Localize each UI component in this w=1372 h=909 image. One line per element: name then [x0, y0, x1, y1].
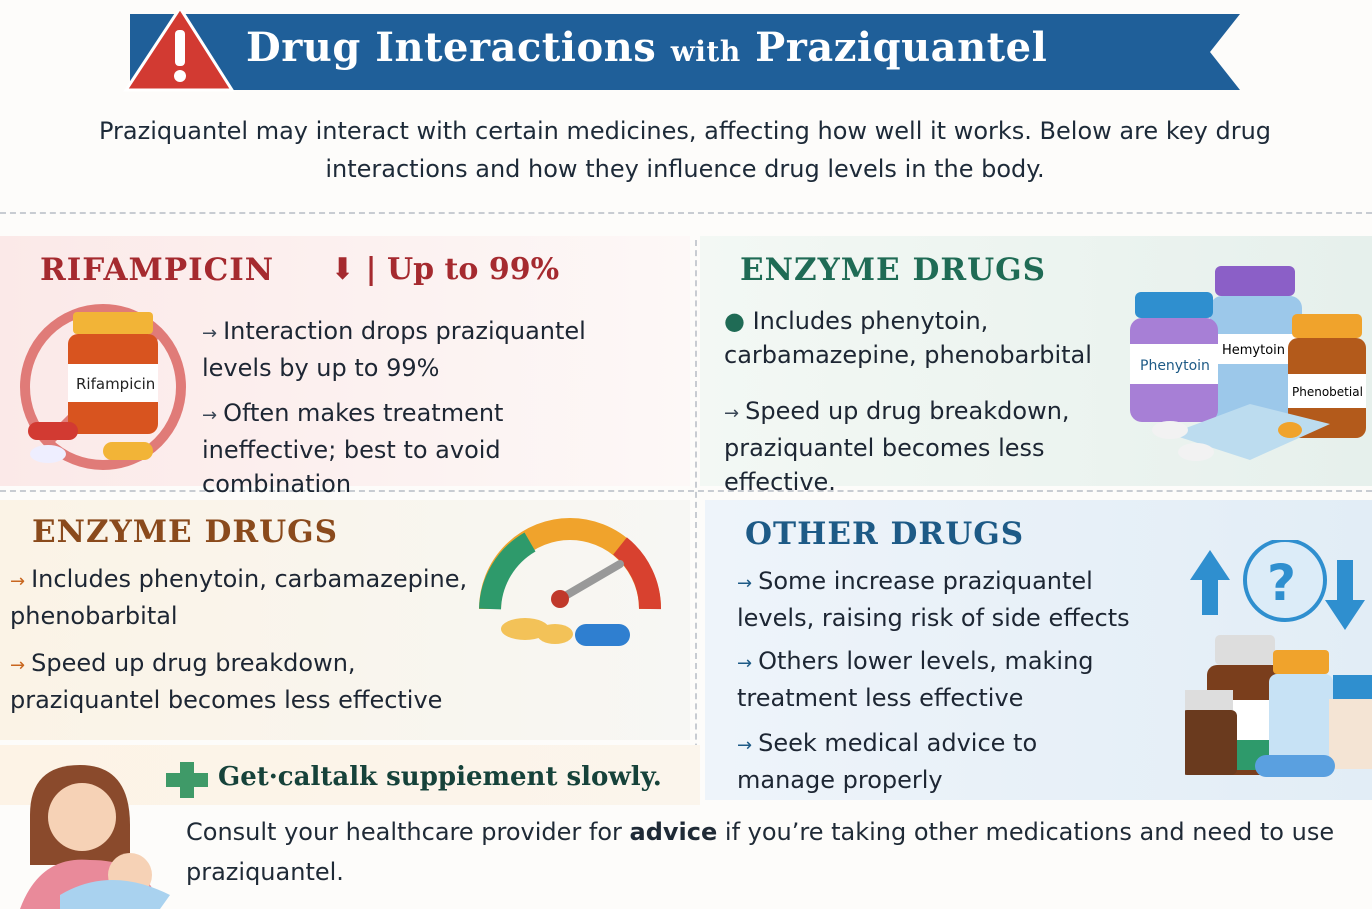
enzyme-point: → Includes phenytoin, carbamazepine, phen… — [10, 565, 468, 630]
rifampicin-bottle-prohibited-icon: Rifampicin — [20, 304, 186, 470]
svg-text:?: ? — [1267, 554, 1296, 612]
svg-text:Phenytoin: Phenytoin — [1140, 358, 1210, 374]
svg-text:Rifampicin: Rifampicin — [76, 375, 155, 393]
mother-baby-illustration — [20, 765, 170, 909]
enzyme-drugs-panel-top: ENZYME DRUGS ● Includes phenytoin, carba… — [700, 236, 1372, 496]
divider — [695, 240, 697, 800]
question-bottles-icon: ? — [1185, 540, 1372, 777]
footer-note: Consult your healthcare provider for adv… — [186, 818, 1335, 886]
medical-cross-icon — [166, 762, 208, 798]
speed-gauge-icon — [479, 518, 662, 646]
title-banner — [123, 10, 1240, 92]
enzyme-point: ● Includes phenytoin, carbamazepine, phe… — [724, 307, 1092, 369]
divider — [0, 490, 1372, 492]
other-point: → Some increase praziquantel levels, rais… — [737, 567, 1130, 632]
svg-text:Phenobetial: Phenobetial — [1292, 385, 1363, 399]
rifampicin-panel: RIFAMPICIN ⬇ | Up to 99% Rifampicin → Int… — [0, 236, 690, 498]
rifampicin-heading: RIFAMPICIN — [40, 252, 275, 288]
down-arrow-icon: ⬇ | — [330, 252, 387, 287]
svg-text:Hemytoin: Hemytoin — [1222, 343, 1285, 358]
reduction-badge: ⬇ | Up to 99% — [330, 252, 560, 287]
other-point: → Others lower levels, making treatment l… — [737, 647, 1094, 712]
rifampicin-point: → Often makes treatment ineffective; best… — [202, 399, 504, 498]
rifampicin-point: → Interaction drops praziquantel levels b… — [202, 317, 586, 382]
enzyme-point: → Speed up drug breakdown, praziquantel b… — [10, 649, 443, 714]
other-heading: OTHER DRUGS — [745, 516, 1025, 552]
divider — [0, 212, 1372, 214]
enzyme-drugs-panel-bottom: ENZYME DRUGS → Includes phenytoin, carbam… — [0, 500, 690, 740]
footer-tip: Get·caltalk suppiement slowly. — [218, 762, 662, 792]
page-title: Drug Interactions with Praziquantel — [246, 24, 1048, 71]
intro-text: Praziquantel may interact with certain m… — [98, 117, 1272, 183]
other-drugs-panel: OTHER DRUGS → Some increase praziquantel … — [705, 500, 1372, 800]
other-point: → Seek medical advice to manage properly — [737, 729, 1038, 794]
enzyme-heading: ENZYME DRUGS — [32, 514, 339, 550]
enzyme-heading: ENZYME DRUGS — [740, 252, 1047, 288]
medicine-bottles-icon: Hemytoin Phenytoin Phenobetial — [1130, 266, 1366, 461]
enzyme-point: → Speed up drug breakdown, praziquantel b… — [724, 397, 1070, 496]
